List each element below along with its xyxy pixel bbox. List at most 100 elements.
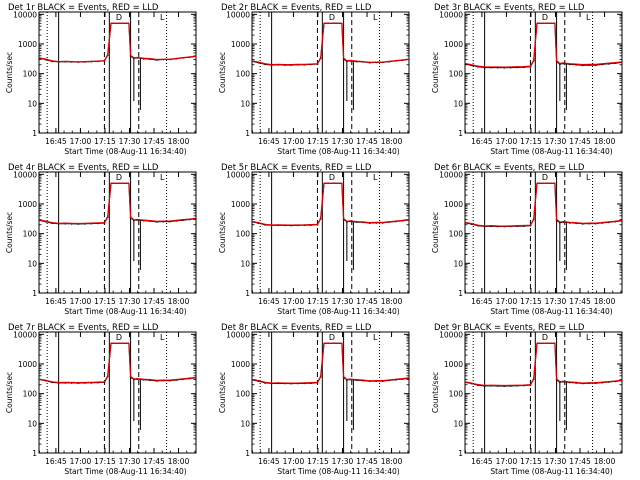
series-events-line xyxy=(39,22,196,63)
x-tick-label: 17:00 xyxy=(70,457,92,466)
y-tick-label: 10 xyxy=(240,259,250,268)
series-events-line xyxy=(252,342,409,385)
annotation-l: L xyxy=(586,13,591,22)
annotation-d: D xyxy=(329,333,335,342)
x-tick-label: 18:00 xyxy=(168,457,190,466)
annotation-l: L xyxy=(160,173,165,182)
x-axis-label: Start Time (08-Aug-11 16:34:40) xyxy=(490,147,612,156)
x-tick-label: 17:30 xyxy=(332,457,354,466)
x-tick-label: 17:45 xyxy=(569,137,591,146)
plot-data xyxy=(465,182,622,270)
y-tick-label: 100 xyxy=(449,70,464,79)
x-tick-label: 18:00 xyxy=(168,137,190,146)
x-tick-label: 17:30 xyxy=(332,297,354,306)
x-tick-label: 17:15 xyxy=(94,457,116,466)
y-tick-label: 1 xyxy=(32,449,37,458)
y-tick-label: 10 xyxy=(240,419,250,428)
x-tick-label: 17:30 xyxy=(119,297,141,306)
x-tick-label: 17:45 xyxy=(569,457,591,466)
series-lld-line xyxy=(39,342,196,384)
x-tick-label: 17:15 xyxy=(307,137,329,146)
plot-frame xyxy=(38,331,197,454)
annotation-l: L xyxy=(373,173,378,182)
series-events-line xyxy=(252,22,409,66)
x-tick-label: 17:30 xyxy=(545,137,567,146)
x-tick-label: 16:45 xyxy=(471,297,493,306)
detector-panel-7: Det 7r BLACK = Events, RED = LLD 1 10 100 10… xyxy=(5,323,197,476)
y-tick-label: 10000 xyxy=(439,10,463,19)
y-tick-label: 1000 xyxy=(444,40,463,49)
detector-panel-9: Det 9r BLACK = Events, RED = LLD 1 10 100 10… xyxy=(431,323,623,476)
detector-panel-1: Det 1r BLACK = Events, RED = LLD 1 10 100 10… xyxy=(5,3,197,156)
detector-panel-2: Det 2r BLACK = Events, RED = LLD 1 10 100 10… xyxy=(218,3,410,156)
series-lld-line xyxy=(465,22,622,68)
y-axis-label: Counts/sec xyxy=(5,52,14,93)
panel-title: Det 5r BLACK = Events, RED = LLD xyxy=(221,163,372,173)
detector-panel-4: Det 4r BLACK = Events, RED = LLD 1 10 100 10… xyxy=(5,163,197,316)
y-tick-label: 10 xyxy=(453,259,463,268)
series-events-line xyxy=(252,182,409,227)
plot-data xyxy=(465,22,622,110)
plot-data xyxy=(39,22,196,110)
x-tick-label: 18:00 xyxy=(594,137,616,146)
x-tick-label: 17:15 xyxy=(520,457,542,466)
y-tick-label: 100 xyxy=(236,70,251,79)
annotation-l: L xyxy=(586,333,591,342)
x-tick-label: 17:15 xyxy=(520,137,542,146)
y-axis-label: Counts/sec xyxy=(5,212,14,253)
series-lld-line xyxy=(252,342,409,384)
y-tick-label: 10000 xyxy=(226,330,250,339)
y-axis-label: Counts/sec xyxy=(431,52,440,93)
x-tick-label: 18:00 xyxy=(381,137,403,146)
x-tick-label: 17:15 xyxy=(307,457,329,466)
annotation-l: L xyxy=(373,13,378,22)
series-lld-line xyxy=(39,182,196,225)
y-tick-label: 100 xyxy=(23,70,38,79)
y-tick-label: 100 xyxy=(449,390,464,399)
annotation-d: D xyxy=(329,173,335,182)
x-tick-label: 17:00 xyxy=(496,457,518,466)
y-tick-label: 10000 xyxy=(13,330,37,339)
plot-data xyxy=(252,342,409,430)
plot-frame xyxy=(251,11,410,134)
x-tick-label: 17:30 xyxy=(119,457,141,466)
x-tick-label: 18:00 xyxy=(381,457,403,466)
series-events-line xyxy=(465,22,622,69)
y-tick-label: 1000 xyxy=(231,360,250,369)
y-tick-label: 10 xyxy=(240,99,250,108)
x-tick-label: 17:30 xyxy=(119,137,141,146)
y-tick-label: 1000 xyxy=(18,40,37,49)
x-axis-label: Start Time (08-Aug-11 16:34:40) xyxy=(64,467,186,476)
plot-frame xyxy=(38,11,197,134)
x-tick-label: 16:45 xyxy=(258,457,280,466)
annotation-l: L xyxy=(373,333,378,342)
x-tick-label: 17:00 xyxy=(283,457,305,466)
y-tick-label: 10 xyxy=(27,419,37,428)
detector-panel-3: Det 3r BLACK = Events, RED = LLD 1 10 100 10… xyxy=(431,3,623,156)
x-tick-label: 17:15 xyxy=(307,297,329,306)
plot-data xyxy=(39,182,196,270)
detector-panel-5: Det 5r BLACK = Events, RED = LLD 1 10 100 10… xyxy=(218,163,410,316)
annotation-d: D xyxy=(329,13,335,22)
y-tick-label: 1000 xyxy=(231,40,250,49)
y-axis-label: Counts/sec xyxy=(431,372,440,413)
y-tick-label: 1 xyxy=(458,449,463,458)
panel-title: Det 1r BLACK = Events, RED = LLD xyxy=(8,3,159,13)
series-lld-line xyxy=(465,342,622,387)
x-tick-label: 17:30 xyxy=(545,457,567,466)
x-tick-label: 17:30 xyxy=(545,297,567,306)
x-tick-label: 18:00 xyxy=(168,297,190,306)
annotation-l: L xyxy=(160,13,165,22)
y-tick-label: 10000 xyxy=(13,170,37,179)
x-tick-label: 17:45 xyxy=(356,297,378,306)
panel-title: Det 9r BLACK = Events, RED = LLD xyxy=(434,323,585,333)
annotation-d: D xyxy=(542,13,548,22)
plot-frame xyxy=(251,331,410,454)
y-tick-label: 10000 xyxy=(439,330,463,339)
y-tick-label: 10000 xyxy=(13,10,37,19)
x-tick-label: 17:15 xyxy=(520,297,542,306)
y-axis-label: Counts/sec xyxy=(218,52,227,93)
panel-title: Det 4r BLACK = Events, RED = LLD xyxy=(8,163,159,173)
y-axis-label: Counts/sec xyxy=(218,372,227,413)
x-tick-label: 17:15 xyxy=(94,137,116,146)
